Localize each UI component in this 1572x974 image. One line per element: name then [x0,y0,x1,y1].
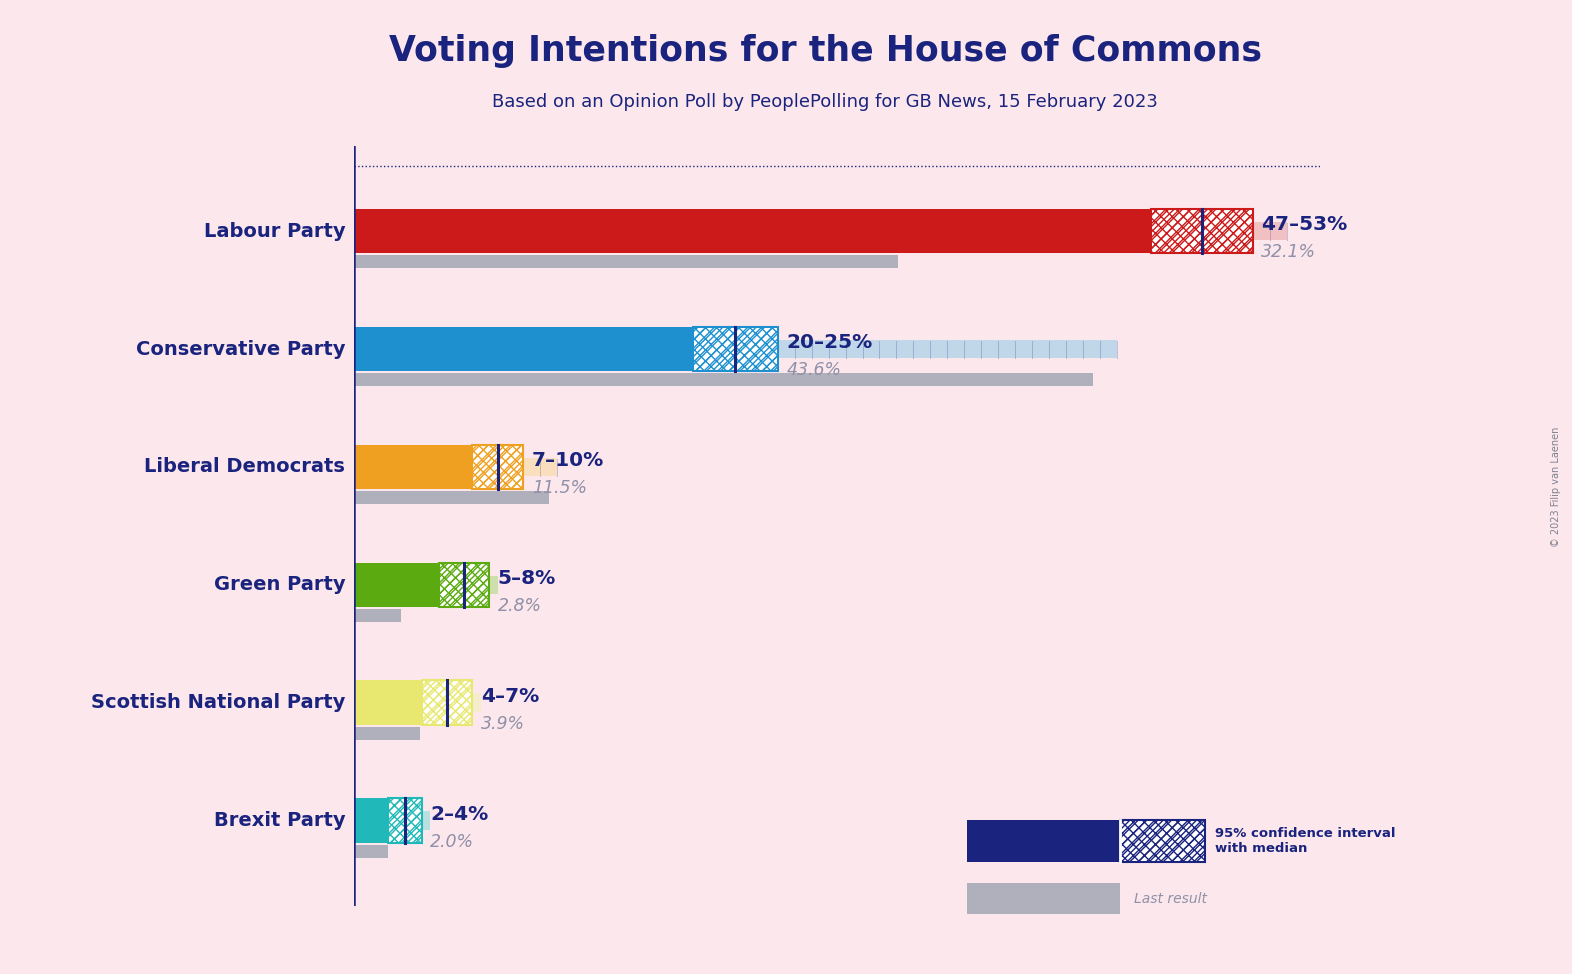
Bar [354,845,388,858]
Text: Green Party: Green Party [214,576,346,594]
Bar [354,491,549,505]
Text: 2.8%: 2.8% [498,597,542,615]
Bar [354,576,498,594]
Text: 43.6%: 43.6% [786,360,841,379]
Text: 95% confidence interval
with median: 95% confidence interval with median [1215,827,1396,855]
Bar [1151,208,1253,253]
Bar [693,326,778,371]
Bar [354,444,473,489]
Bar [1119,820,1206,862]
Bar [354,222,1286,241]
Text: Based on an Opinion Poll by PeoplePolling for GB News, 15 February 2023: Based on an Opinion Poll by PeoplePollin… [492,93,1159,110]
Bar [388,799,421,843]
Bar [354,326,693,371]
Bar [473,444,523,489]
Bar [693,326,778,371]
Bar [473,444,523,489]
Text: Scottish National Party: Scottish National Party [91,693,346,712]
Bar [439,563,489,608]
Bar [354,458,556,476]
Bar [354,340,1118,358]
Bar [967,820,1119,862]
Bar [354,373,1093,386]
Text: Labour Party: Labour Party [204,221,346,241]
Bar [388,799,421,843]
Bar [354,563,439,608]
Text: © 2023 Filip van Laenen: © 2023 Filip van Laenen [1552,427,1561,547]
Bar [421,681,473,726]
Text: Last result: Last result [1133,891,1207,906]
Bar [354,609,401,622]
Text: Liberal Democrats: Liberal Democrats [145,458,346,476]
Bar [354,208,1151,253]
Text: 3.9%: 3.9% [481,715,525,732]
Text: 4–7%: 4–7% [481,687,539,706]
Bar [1119,820,1206,862]
Text: 32.1%: 32.1% [1261,243,1316,261]
Bar [967,882,1119,915]
Bar [421,681,473,726]
Bar [354,799,388,843]
Text: 7–10%: 7–10% [531,451,604,470]
Bar [693,326,778,371]
Bar [439,563,489,608]
Bar [354,693,481,712]
Text: 47–53%: 47–53% [1261,215,1347,234]
Text: 11.5%: 11.5% [531,478,586,497]
Bar [473,444,523,489]
Bar [1151,208,1253,253]
Text: 2–4%: 2–4% [431,805,489,824]
Bar [421,681,473,726]
Text: 20–25%: 20–25% [786,333,872,352]
Bar [439,563,489,608]
Bar [354,811,431,830]
Text: 2.0%: 2.0% [431,833,475,850]
Text: Voting Intentions for the House of Commons: Voting Intentions for the House of Commo… [388,34,1262,68]
Bar [1151,208,1253,253]
Text: 5–8%: 5–8% [498,569,556,588]
Bar [388,799,421,843]
Bar [354,681,421,726]
Text: Brexit Party: Brexit Party [214,811,346,831]
Text: Conservative Party: Conservative Party [135,340,346,358]
Bar [354,255,898,268]
Bar [1119,820,1206,862]
Bar [354,728,420,740]
